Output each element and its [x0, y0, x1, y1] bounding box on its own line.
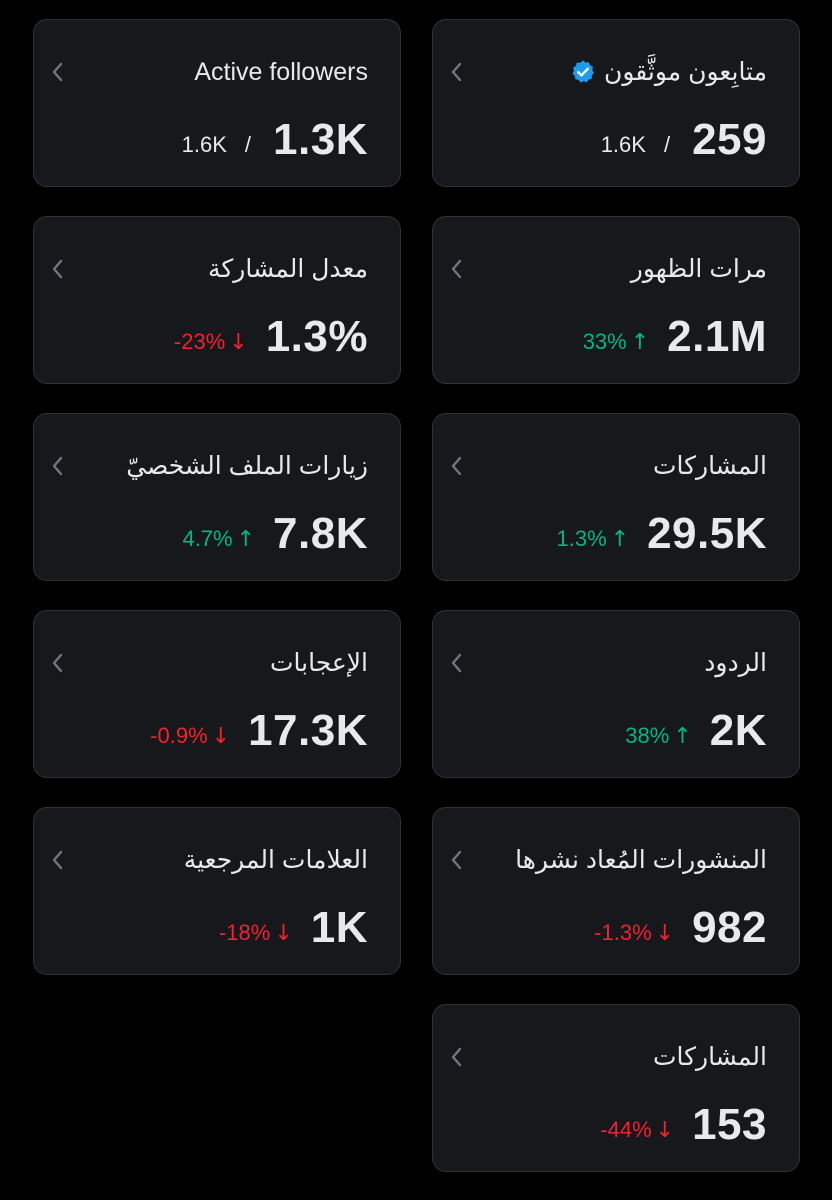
- card-title: المشاركات: [653, 448, 767, 484]
- chevron-left-icon: [50, 455, 64, 477]
- chevron-left-icon: [449, 849, 463, 871]
- arrow-up-icon: ↑: [610, 526, 630, 552]
- total-value: 1.6K /: [181, 132, 252, 157]
- metric-value: 153: [692, 1100, 767, 1149]
- arrow-down-icon: ↓: [274, 920, 293, 946]
- card-title: الإعجابات: [270, 645, 368, 681]
- chevron-left-icon: [449, 61, 463, 83]
- change-indicator: 4.7% ↑: [182, 526, 256, 552]
- chevron-left-icon: [449, 1046, 463, 1068]
- card-title-label: المشاركات: [652, 452, 767, 480]
- reposts-card[interactable]: المنشورات المُعاد نشرها -1.3% ↓ 982: [432, 807, 800, 975]
- chevron-left-icon: [449, 455, 463, 477]
- metric-value: 2K: [709, 706, 767, 755]
- active-followers-card[interactable]: Active followers 1.6K/ 1.3K: [33, 19, 401, 187]
- arrow-down-icon: ↓: [211, 723, 231, 749]
- change-indicator: -1.3% ↓: [594, 920, 675, 946]
- card-title: العلامات المرجعية: [184, 842, 368, 878]
- chevron-left-icon: [449, 258, 463, 280]
- change-indicator: 38% ↑: [625, 723, 692, 749]
- replies-card[interactable]: الردود 38% ↑ 2K: [432, 610, 800, 778]
- change-indicator: 33% ↑: [582, 329, 650, 355]
- shares-card[interactable]: المشاركات -44% ↓ 153: [432, 1004, 800, 1172]
- metric-value: 2.1M: [667, 312, 767, 361]
- arrow-down-icon: ↓: [655, 920, 675, 946]
- card-title-label: المنشورات المُعاد نشرها: [515, 846, 767, 874]
- card-title: الردود: [704, 645, 767, 681]
- card-title-label: الردود: [704, 649, 767, 677]
- arrow-down-icon: ↓: [229, 329, 248, 355]
- chevron-left-icon: [50, 652, 64, 674]
- arrow-up-icon: ↑: [630, 329, 650, 355]
- card-title-label: المشاركات: [652, 1043, 767, 1071]
- metric-value: 1K: [310, 903, 368, 952]
- bookmarks-card[interactable]: العلامات المرجعية -18% ↓ 1K: [33, 807, 401, 975]
- metric-value: 982: [692, 903, 767, 952]
- card-title-label: زيارات الملف الشخصيّ: [126, 452, 368, 480]
- card-title: Active followers: [194, 54, 368, 90]
- arrow-up-icon: ↑: [236, 526, 256, 552]
- metric-value: 259: [692, 115, 767, 164]
- card-title-label: الإعجابات: [270, 649, 368, 677]
- impressions-card[interactable]: مرات الظهور 33% ↑ 2.1M: [432, 216, 800, 384]
- arrow-down-icon: ↓: [655, 1117, 675, 1143]
- card-title: المشاركات: [653, 1039, 767, 1075]
- chevron-left-icon: [50, 849, 64, 871]
- card-title: المنشورات المُعاد نشرها: [515, 842, 767, 878]
- card-title-label: مرات الظهور: [630, 255, 767, 283]
- arrow-up-icon: ↑: [673, 723, 692, 749]
- chevron-left-icon: [50, 61, 64, 83]
- chevron-left-icon: [449, 652, 463, 674]
- engagement-rate-card[interactable]: معدل المشاركة -23% ↓ 1.3%: [33, 216, 401, 384]
- profile-visits-card[interactable]: زيارات الملف الشخصيّ 4.7% ↑ 7.8K: [33, 413, 401, 581]
- metric-value: 29.5K: [647, 509, 767, 558]
- card-title-label: Active followers: [194, 57, 368, 86]
- change-indicator: -44% ↓: [600, 1117, 675, 1143]
- change-indicator: 1.3% ↑: [556, 526, 630, 552]
- card-title: متابِعون موثَّقون: [570, 54, 767, 90]
- card-title: مرات الظهور: [631, 251, 767, 287]
- likes-card[interactable]: الإعجابات -0.9% ↓ 17.3K: [33, 610, 401, 778]
- change-indicator: -23% ↓: [173, 329, 248, 355]
- verified-badge-icon: [570, 59, 596, 85]
- engagements-card[interactable]: المشاركات 1.3% ↑ 29.5K: [432, 413, 800, 581]
- change-indicator: -18% ↓: [218, 920, 293, 946]
- card-title: معدل المشاركة: [208, 251, 368, 287]
- metric-value: 1.3K: [273, 115, 368, 164]
- card-title-label: العلامات المرجعية: [183, 846, 368, 874]
- card-title-label: معدل المشاركة: [208, 255, 368, 283]
- total-value: 1.6K /: [600, 132, 671, 157]
- chevron-left-icon: [50, 258, 64, 280]
- card-title: زيارات الملف الشخصيّ: [126, 448, 368, 484]
- metric-value: 1.3%: [265, 312, 368, 361]
- verified-followers-card[interactable]: متابِعون موثَّقون 1.6K/ 259: [432, 19, 800, 187]
- change-indicator: -0.9% ↓: [150, 723, 231, 749]
- card-title-label: متابِعون موثَّقون: [604, 58, 767, 86]
- metric-value: 17.3K: [248, 706, 368, 755]
- metric-value: 7.8K: [273, 509, 368, 558]
